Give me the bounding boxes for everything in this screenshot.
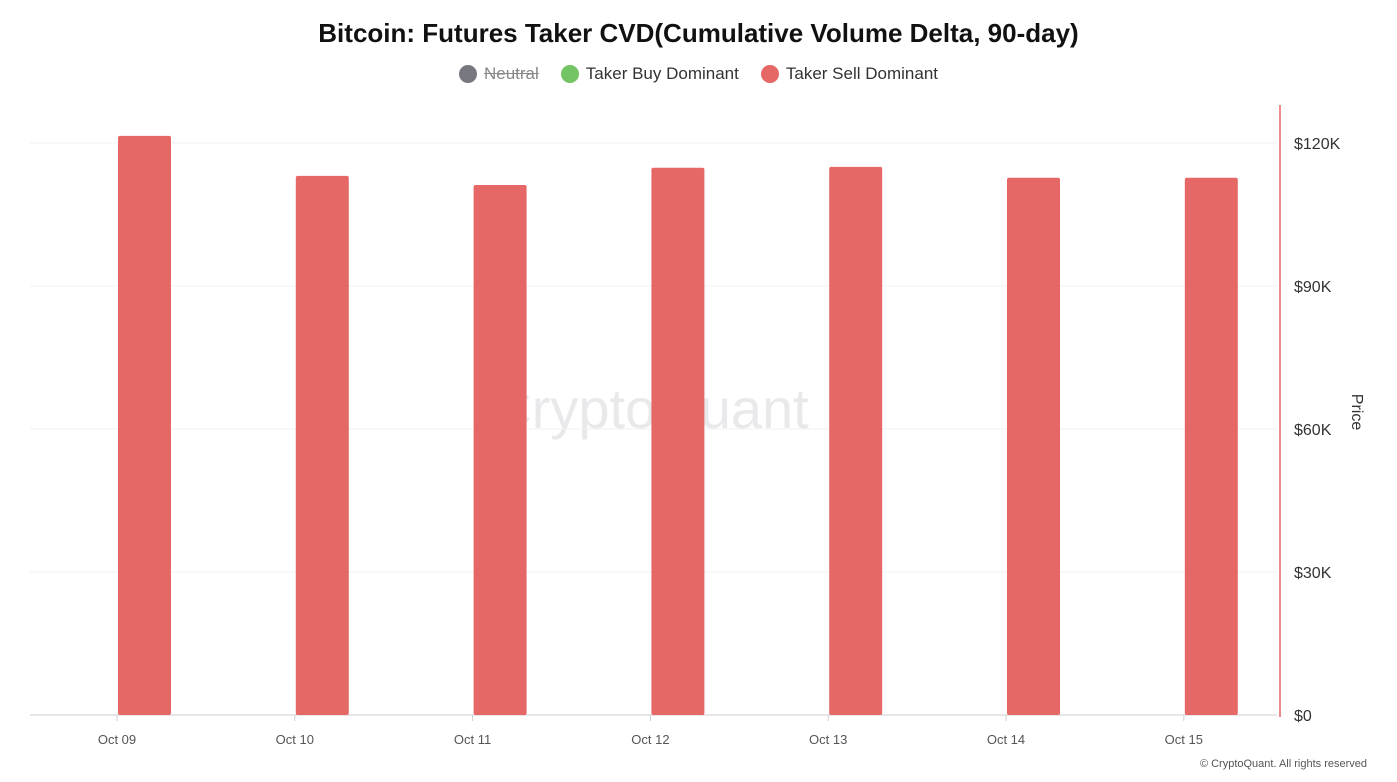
y-tick-label: $120K bbox=[1294, 136, 1341, 153]
bar-oct-13 bbox=[829, 166, 883, 716]
y-tick-label: $60K bbox=[1294, 422, 1332, 439]
bar-oct-14 bbox=[1007, 177, 1060, 716]
chart-title: Bitcoin: Futures Taker CVD(Cumulative Vo… bbox=[318, 18, 1079, 48]
neutral-dot-icon bbox=[458, 65, 477, 83]
legend: Neutral Taker Buy Dominant Taker Sell Do… bbox=[0, 64, 1397, 84]
sell-dot-icon bbox=[760, 65, 779, 83]
y-tick-label: $30K bbox=[1294, 565, 1332, 582]
x-tick-label: Oct 15 bbox=[1165, 732, 1203, 747]
y-tick-label: $90K bbox=[1294, 279, 1332, 296]
bar-oct-12 bbox=[651, 167, 705, 715]
legend-label: Neutral bbox=[483, 64, 539, 83]
x-tick-label: Oct 13 bbox=[809, 732, 847, 747]
x-tick-label: Oct 09 bbox=[98, 732, 136, 747]
x-tick-label: Oct 12 bbox=[631, 732, 669, 747]
legend-item-taker-buy[interactable]: Taker Buy Dominant bbox=[560, 64, 739, 84]
copyright-footer: © CryptoQuant. All rights reserved bbox=[1199, 758, 1367, 770]
y-tick-label: $0 bbox=[1294, 708, 1312, 725]
watermark: CryptoQuant bbox=[491, 377, 809, 440]
bar-oct-10 bbox=[295, 175, 349, 715]
x-tick-label: Oct 11 bbox=[454, 732, 491, 747]
bar-oct-15 bbox=[1184, 177, 1238, 716]
x-tick-label: Oct 14 bbox=[987, 732, 1025, 747]
bar-oct-09 bbox=[118, 135, 171, 716]
legend-item-neutral[interactable]: Neutral bbox=[458, 64, 539, 84]
legend-label: Taker Buy Dominant bbox=[585, 64, 739, 83]
bar-oct-11 bbox=[473, 184, 527, 716]
legend-label: Taker Sell Dominant bbox=[785, 64, 938, 83]
y-axis-label: Price bbox=[1348, 394, 1365, 431]
buy-dot-icon bbox=[560, 65, 579, 83]
x-tick-label: Oct 10 bbox=[276, 732, 314, 747]
legend-item-taker-sell[interactable]: Taker Sell Dominant bbox=[760, 64, 938, 84]
